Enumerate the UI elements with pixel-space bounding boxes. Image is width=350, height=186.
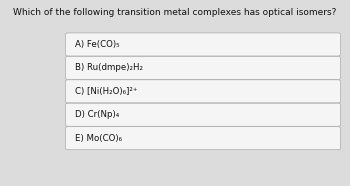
FancyBboxPatch shape [65, 33, 341, 56]
FancyBboxPatch shape [65, 103, 341, 126]
Text: E) Mo(CO)₆: E) Mo(CO)₆ [75, 134, 121, 143]
FancyBboxPatch shape [65, 127, 341, 150]
Text: C) [Ni(H₂O)₆]²⁺: C) [Ni(H₂O)₆]²⁺ [75, 87, 137, 96]
Text: A) Fe(CO)₅: A) Fe(CO)₅ [75, 40, 119, 49]
FancyBboxPatch shape [65, 80, 341, 103]
Text: Which of the following transition metal complexes has optical isomers?: Which of the following transition metal … [13, 8, 337, 17]
Text: D) Cr(Np)₄: D) Cr(Np)₄ [75, 110, 119, 119]
Text: B) Ru(dmpe)₂H₂: B) Ru(dmpe)₂H₂ [75, 63, 142, 72]
FancyBboxPatch shape [65, 56, 341, 79]
